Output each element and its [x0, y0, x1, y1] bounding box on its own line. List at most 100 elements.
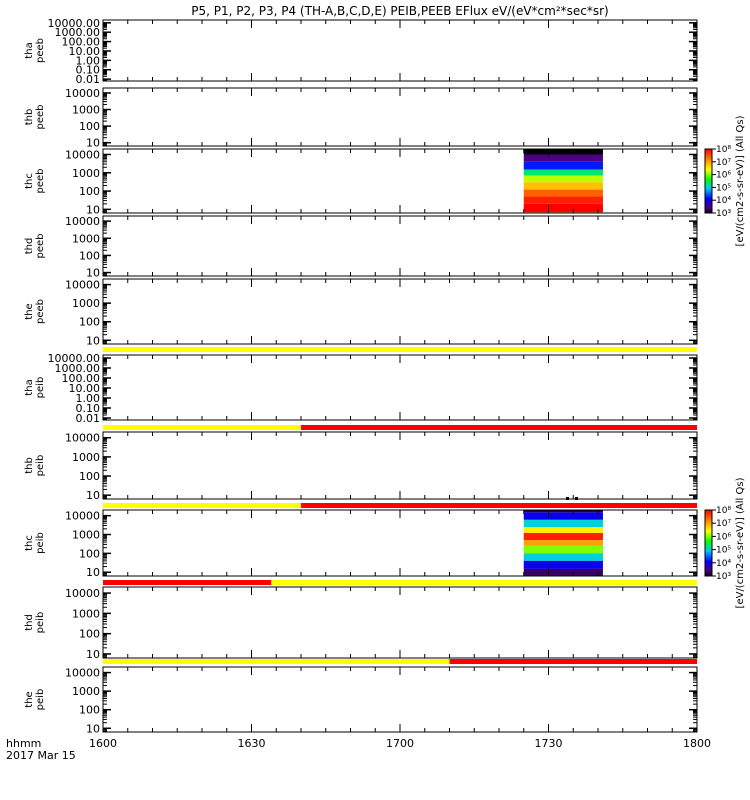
- spectrogram-band-4: [523, 175, 603, 183]
- spectrogram-band-0: [523, 510, 603, 513]
- colorbar-1: 10³ 10⁴ 10⁵ 10⁶ 10⁷ 10⁸ [eV/(cm2-s-sr-eV)] (Al…: [704, 477, 746, 608]
- status-bar: [103, 425, 697, 430]
- y-tick-label: 1000: [72, 104, 100, 117]
- spectrogram-band-4: [523, 533, 603, 541]
- colorbar-tick-label: 10⁶: [716, 171, 731, 181]
- spectrogram-band-5: [523, 182, 603, 190]
- status-bar: [103, 580, 697, 585]
- x-tick-label: 1630: [238, 737, 266, 750]
- y-axis-label-probe: thc: [24, 173, 35, 189]
- y-tick-label: 10.00: [69, 45, 101, 58]
- y-tick-label: 0.10: [76, 64, 101, 77]
- status-segment-yellow: [103, 425, 301, 430]
- spectrogram-band-8: [523, 203, 603, 213]
- spectrogram-band-7: [523, 553, 603, 561]
- colorbar-tick-label: 10⁸: [716, 506, 731, 516]
- colorbars: 10³ 10⁴ 10⁵ 10⁶ 10⁷ 10⁸ [eV/(cm2-s-sr-eV)] (Al…: [704, 115, 746, 608]
- colorbar-tick-label: 10⁶: [716, 532, 731, 542]
- y-tick-label: 10: [86, 334, 100, 347]
- y-axis-label-probe: thd: [24, 614, 35, 631]
- panel-thc-peib: 10000 1000 100 10 thc peib: [24, 509, 698, 579]
- spectrogram-band-3: [523, 527, 603, 534]
- status-bar: [103, 347, 697, 352]
- y-tick-label: 0.01: [76, 412, 101, 425]
- colorbar-tick-label: 10⁷: [716, 519, 731, 529]
- date-label: 2017 Mar 15: [6, 749, 76, 762]
- spectrogram-band-6: [523, 545, 603, 554]
- y-axis-label-product: peeb: [35, 234, 46, 259]
- panel-frame: [102, 19, 698, 82]
- panel-frame: [102, 148, 698, 214]
- y-tick-label: 0.10: [76, 402, 101, 415]
- y-axis-label-probe: tha: [24, 42, 35, 58]
- panel-the-peib: 10000 1000 100 10 the peib: [24, 666, 698, 735]
- y-tick-label: 10000: [65, 667, 100, 680]
- y-tick-label: 10000: [65, 587, 100, 600]
- x-tick-label: 1800: [683, 737, 711, 750]
- colorbar-gradient: [704, 509, 713, 577]
- y-axis-label-probe: the: [24, 303, 35, 319]
- y-tick-label: 100: [79, 120, 100, 133]
- y-tick-label: 100: [79, 185, 100, 198]
- y-tick-label: 100: [79, 628, 100, 641]
- panel-frame: [102, 431, 698, 500]
- y-tick-label: 10000: [65, 432, 100, 445]
- status-segment-red: [301, 425, 697, 430]
- hhmm-label: hhmm: [6, 737, 41, 750]
- y-tick-label: 0.01: [76, 73, 101, 86]
- y-tick-label: 10000: [65, 279, 100, 292]
- flag-mark: [575, 497, 578, 500]
- panel-thb-peib: 10000 1000 100 10 thb peib: [24, 431, 698, 502]
- y-axis-label-probe: thd: [24, 238, 35, 255]
- y-axis-label-product: peib: [35, 612, 46, 634]
- colorbar-tick-label: 10⁸: [716, 145, 731, 155]
- y-tick-label: 10000.00: [48, 17, 101, 30]
- y-tick-label: 100: [79, 316, 100, 329]
- spectrogram-thc-peeb: [523, 149, 603, 213]
- y-tick-label: 100: [79, 470, 100, 483]
- y-axis-label-product: peib: [35, 455, 46, 477]
- y-axis-label-probe: thc: [24, 535, 35, 551]
- y-tick-label: 10: [86, 566, 100, 579]
- y-tick-label: 10000: [65, 510, 100, 523]
- y-tick-label: 100: [79, 704, 100, 717]
- x-tick-label: 1600: [89, 737, 117, 750]
- y-tick-label: 1000: [72, 167, 100, 180]
- spectrogram-band-2: [523, 161, 603, 170]
- panel-frame: [102, 666, 698, 733]
- panel-frame: [102, 586, 698, 659]
- y-axis-label-probe: the: [24, 691, 35, 707]
- y-tick-label: 10000: [65, 148, 100, 161]
- x-tick-label: 1730: [535, 737, 563, 750]
- status-segment-red: [103, 580, 272, 585]
- y-tick-label: 10: [86, 267, 100, 280]
- status-segment-yellow: [271, 580, 697, 585]
- y-tick-label: 100.00: [62, 372, 101, 385]
- y-axis-label-probe: thb: [24, 457, 35, 474]
- spectrogram-band-3: [523, 169, 603, 176]
- y-tick-label: 10000: [65, 87, 100, 100]
- colorbar-label: [eV/(cm2-s-sr-eV)] (All Qs): [735, 115, 746, 246]
- y-axis-label-product: peeb: [35, 105, 46, 130]
- spectrogram-band-6: [523, 189, 603, 197]
- spectrogram-band-2: [523, 519, 603, 528]
- y-tick-label: 100: [79, 547, 100, 560]
- status-segment-red: [301, 503, 697, 508]
- colorbar-tick-label: 10⁷: [716, 158, 731, 168]
- status-segment-yellow: [103, 503, 301, 508]
- spectrogram-band-1: [523, 154, 603, 162]
- colorbar-tick-label: 10⁴: [716, 196, 731, 206]
- status-segment-yellow: [103, 347, 697, 352]
- colorbar-tick-label: 10³: [716, 572, 731, 582]
- y-tick-label: 1.00: [76, 54, 101, 67]
- panel-frame: [102, 354, 698, 421]
- y-axis-label-product: peeb: [35, 169, 46, 194]
- y-tick-label: 100.00: [62, 36, 101, 49]
- panel-frame: [102, 509, 698, 577]
- panel-frame: [102, 215, 698, 277]
- y-tick-label: 10: [86, 722, 100, 735]
- y-tick-label: 1000: [72, 607, 100, 620]
- status-bar: [103, 503, 697, 508]
- colorbar-tick-label: 10⁵: [716, 546, 731, 556]
